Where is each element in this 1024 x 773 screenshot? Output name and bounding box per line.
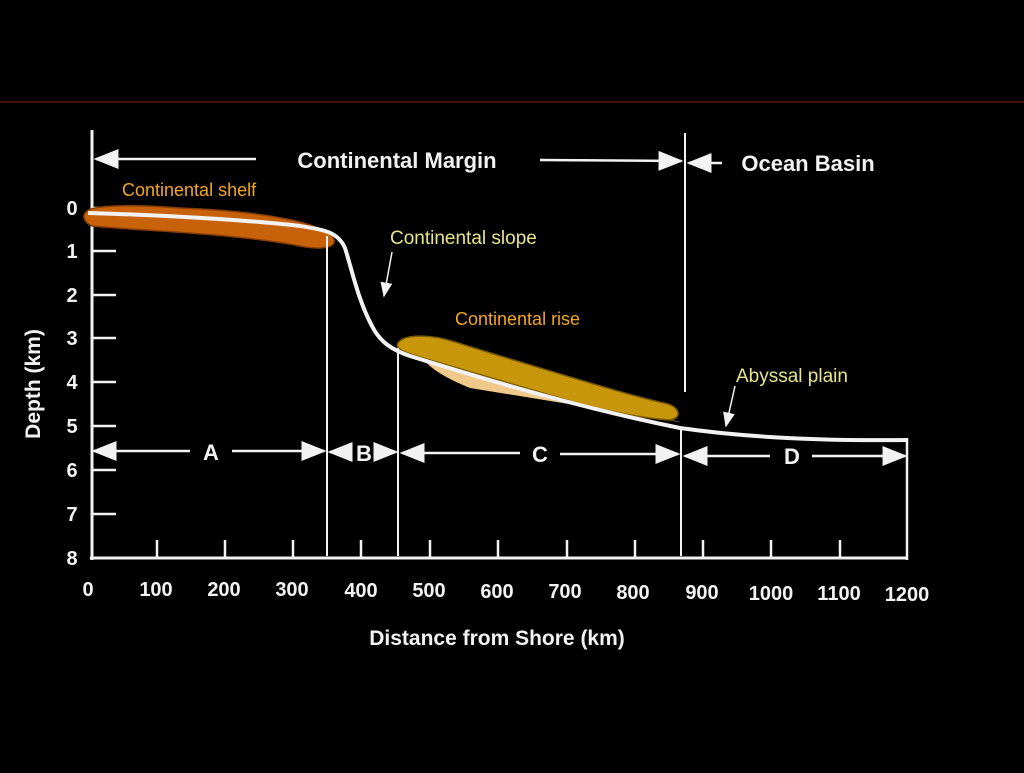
continental-rise-deposit — [396, 335, 679, 421]
y-tick-label: 8 — [66, 548, 77, 570]
x-tick-label: 1000 — [749, 583, 794, 605]
y-tick-label: 2 — [66, 285, 77, 307]
x-axis-title: Distance from Shore (km) — [369, 627, 625, 650]
x-tick-label: 0 — [82, 579, 93, 601]
zone-label-a: A — [203, 440, 219, 465]
y-tick-label: 7 — [66, 504, 77, 526]
x-tick-label: 900 — [685, 582, 718, 604]
x-tick-label: 100 — [139, 579, 172, 601]
x-tick-label: 400 — [344, 580, 377, 602]
ocean-basin-label: Ocean Basin — [741, 151, 874, 176]
y-tick-label: 4 — [66, 372, 78, 394]
abyssal-pointer-arrow — [723, 385, 736, 428]
abyssal-plain-label: Abyssal plain — [736, 366, 848, 387]
zone-span-arrows — [91, 441, 908, 466]
x-tick-label: 500 — [412, 580, 445, 602]
zone-label-b: B — [356, 441, 372, 466]
continental-rise-label: Continental rise — [455, 309, 580, 329]
y-tick-label: 3 — [66, 328, 77, 350]
slope-pointer-arrow — [380, 251, 393, 298]
x-tick-label: 200 — [207, 579, 240, 601]
zone-label-d: D — [784, 444, 800, 469]
zone-boundaries — [326, 133, 686, 556]
y-tick-label: 1 — [66, 241, 77, 263]
zone-label-c: C — [532, 442, 548, 467]
y-tick-label: 5 — [66, 416, 77, 438]
seafloor-profile — [87, 211, 909, 443]
x-tick-label: 700 — [548, 581, 581, 603]
x-tick-label: 300 — [275, 579, 308, 601]
x-tick-label: 1100 — [817, 583, 860, 605]
y-axis-tick-marks — [92, 206, 116, 516]
x-axis-tick-marks — [155, 540, 842, 558]
x-tick-label: 800 — [616, 582, 649, 604]
continental-margin-span — [93, 149, 722, 173]
continental-slope-label: Continental slope — [390, 228, 537, 249]
y-tick-label: 6 — [66, 460, 77, 482]
x-tick-label: 600 — [480, 581, 513, 603]
x-tick-labels: 0 100 200 300 400 500 600 700 800 900 10… — [82, 579, 929, 606]
continental-margin-label: Continental Margin — [297, 148, 496, 173]
y-tick-label: 0 — [66, 198, 77, 220]
x-tick-label: 1200 — [885, 584, 930, 606]
y-tick-labels: 0 1 2 3 4 5 6 7 8 — [66, 198, 78, 570]
y-axis-title: Depth (km) — [22, 329, 45, 439]
continental-shelf-label: Continental shelf — [122, 180, 257, 200]
